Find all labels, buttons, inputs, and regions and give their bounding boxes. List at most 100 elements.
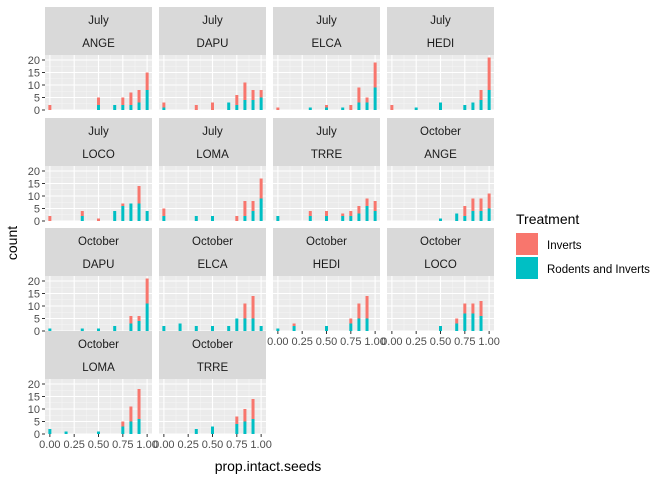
bar-rodents-and-inverts bbox=[479, 316, 483, 331]
y-tick-label: 0 bbox=[34, 105, 40, 117]
facet-month-label: July bbox=[202, 126, 223, 138]
bar-rodents-and-inverts bbox=[365, 206, 369, 221]
bar-inverts bbox=[463, 206, 467, 216]
bar-rodents-and-inverts bbox=[251, 211, 255, 221]
x-tick-label: 0.50 bbox=[202, 439, 223, 451]
facet-species-label: ANGE bbox=[424, 149, 457, 161]
bar-inverts bbox=[137, 186, 141, 204]
bar-rodents-and-inverts bbox=[137, 102, 141, 110]
facet-strip bbox=[159, 7, 266, 55]
bar-rodents-and-inverts bbox=[235, 105, 239, 110]
bar-inverts bbox=[80, 211, 84, 216]
y-tick-label: 20 bbox=[28, 276, 40, 288]
bar-inverts bbox=[243, 409, 247, 422]
bar-inverts bbox=[211, 102, 214, 110]
facet-strip bbox=[387, 7, 494, 55]
bar-rodents-and-inverts bbox=[439, 102, 442, 110]
bar-inverts bbox=[251, 296, 255, 319]
facet-species-label: DAPU bbox=[197, 38, 229, 50]
legend-label-inverts: Inverts bbox=[547, 240, 582, 252]
bar-rodents-and-inverts bbox=[162, 326, 166, 331]
bar-rodents-and-inverts bbox=[471, 313, 475, 331]
bar-inverts bbox=[251, 90, 255, 100]
bar-rodents-and-inverts bbox=[243, 421, 247, 434]
bar-rodents-and-inverts bbox=[365, 318, 369, 331]
bar-inverts bbox=[308, 211, 312, 216]
bar-rodents-and-inverts bbox=[121, 426, 125, 434]
x-tick-label: 0.75 bbox=[454, 336, 475, 348]
bar-inverts bbox=[341, 213, 345, 216]
bar-inverts bbox=[121, 97, 125, 105]
facet-month-label: October bbox=[192, 339, 233, 351]
y-tick-label: 0 bbox=[34, 429, 40, 441]
bar-rodents-and-inverts bbox=[97, 105, 100, 110]
bar-inverts bbox=[129, 92, 133, 105]
bar-inverts bbox=[455, 318, 459, 324]
bar-inverts bbox=[357, 206, 361, 214]
bar-rodents-and-inverts bbox=[211, 326, 214, 331]
y-tick-label: 10 bbox=[28, 80, 40, 92]
y-tick-label: 0 bbox=[34, 326, 40, 338]
bar-rodents-and-inverts bbox=[357, 318, 361, 331]
bar-inverts bbox=[373, 201, 377, 211]
y-tick-label: 15 bbox=[28, 68, 40, 80]
bar-rodents-and-inverts bbox=[121, 105, 125, 110]
bar-rodents-and-inverts bbox=[251, 419, 255, 434]
bar-inverts bbox=[292, 323, 296, 326]
bar-inverts bbox=[194, 105, 198, 110]
y-tick-label: 20 bbox=[28, 379, 40, 391]
bar-inverts bbox=[259, 178, 263, 199]
bar-inverts bbox=[162, 102, 166, 108]
bar-rodents-and-inverts bbox=[113, 326, 117, 331]
bar-rodents-and-inverts bbox=[259, 97, 263, 110]
facet-species-label: ELCA bbox=[311, 38, 341, 50]
bar-inverts bbox=[276, 107, 280, 110]
x-tick-label: 0.75 bbox=[226, 439, 247, 451]
bar-rodents-and-inverts bbox=[235, 318, 239, 331]
bar-inverts bbox=[349, 318, 353, 324]
bar-inverts bbox=[479, 90, 483, 100]
bar-rodents-and-inverts bbox=[145, 90, 149, 110]
bar-rodents-and-inverts bbox=[341, 216, 345, 221]
bar-inverts bbox=[251, 399, 255, 419]
legend-swatch-inverts bbox=[516, 233, 538, 255]
bar-rodents-and-inverts bbox=[194, 326, 198, 331]
bar-inverts bbox=[235, 216, 239, 221]
bar-inverts bbox=[243, 82, 247, 100]
bar-rodents-and-inverts bbox=[121, 206, 125, 221]
bar-rodents-and-inverts bbox=[97, 431, 100, 434]
bar-rodents-and-inverts bbox=[325, 107, 328, 110]
bar-inverts bbox=[129, 316, 133, 324]
bar-rodents-and-inverts bbox=[251, 100, 255, 110]
x-tick-label: 0.00 bbox=[39, 439, 60, 451]
x-tick-label: 1.00 bbox=[478, 336, 499, 348]
bar-rodents-and-inverts bbox=[243, 318, 247, 331]
bar-rodents-and-inverts bbox=[129, 105, 133, 110]
bar-rodents-and-inverts bbox=[325, 216, 328, 221]
y-tick-label: 20 bbox=[28, 55, 40, 67]
bar-inverts bbox=[48, 216, 52, 221]
x-tick-label: 1.00 bbox=[136, 439, 157, 451]
bar-inverts bbox=[129, 406, 133, 422]
facet-month-label: July bbox=[430, 15, 451, 27]
bar-inverts bbox=[325, 211, 328, 216]
facet-month-label: October bbox=[78, 236, 119, 248]
facet-species-label: HEDI bbox=[427, 38, 454, 50]
bar-rodents-and-inverts bbox=[308, 216, 312, 221]
bar-rodents-and-inverts bbox=[178, 323, 182, 331]
bar-rodents-and-inverts bbox=[373, 87, 377, 110]
bar-rodents-and-inverts bbox=[439, 326, 442, 331]
bar-inverts bbox=[121, 421, 125, 427]
bar-inverts bbox=[97, 97, 100, 105]
bar-rodents-and-inverts bbox=[113, 105, 117, 110]
bar-rodents-and-inverts bbox=[439, 218, 442, 221]
bar-inverts bbox=[390, 105, 394, 110]
bar-rodents-and-inverts bbox=[487, 208, 491, 221]
bar-inverts bbox=[349, 105, 353, 110]
bar-inverts bbox=[357, 303, 361, 319]
bar-inverts bbox=[162, 208, 166, 216]
bar-rodents-and-inverts bbox=[276, 216, 280, 221]
bar-rodents-and-inverts bbox=[243, 100, 247, 110]
x-tick-label: 0.00 bbox=[153, 439, 174, 451]
legend-label-rodents-and-inverts: Rodents and Inverts bbox=[547, 264, 650, 276]
